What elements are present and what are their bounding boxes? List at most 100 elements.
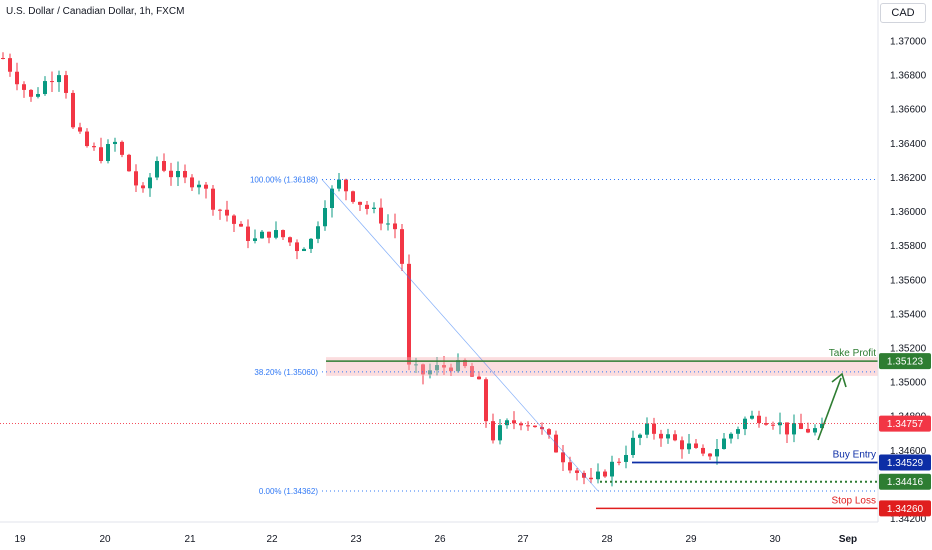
candle-body: [400, 229, 404, 264]
candle: [785, 422, 789, 444]
candle: [218, 208, 222, 220]
candles-layer: [1, 52, 824, 487]
candle: [344, 178, 348, 201]
candle-body: [645, 423, 649, 435]
candle-body: [799, 423, 803, 429]
candle-body: [36, 94, 40, 97]
level-annotation: Buy Entry: [833, 449, 876, 460]
candle-body: [204, 184, 208, 189]
candle: [400, 224, 404, 272]
candle-body: [281, 230, 285, 238]
candle-body: [694, 443, 698, 448]
x-tick-label: 22: [266, 534, 278, 545]
candle: [15, 62, 19, 91]
candle-body: [78, 127, 82, 132]
candle-body: [309, 238, 313, 249]
candle: [813, 424, 817, 436]
candle: [519, 421, 523, 431]
candle: [71, 90, 75, 130]
candle: [421, 363, 425, 385]
y-tick-label: 1.35400: [890, 309, 927, 320]
candle: [176, 161, 180, 186]
candle: [169, 162, 173, 186]
candle-body: [631, 437, 635, 456]
candle: [8, 53, 12, 77]
x-tick-label: 23: [350, 534, 362, 545]
candle: [645, 417, 649, 439]
candle-body: [57, 75, 61, 83]
candle: [575, 468, 579, 481]
candle: [715, 439, 719, 465]
candle: [547, 428, 551, 439]
candle-body: [596, 471, 600, 480]
candle-body: [379, 207, 383, 224]
candle-body: [729, 433, 733, 439]
candle: [540, 422, 544, 435]
candle: [407, 254, 411, 371]
y-tick-label: 1.36400: [890, 139, 927, 150]
candle-body: [288, 237, 292, 243]
candle-body: [680, 440, 684, 450]
candle: [799, 413, 803, 430]
symbol-title: U.S. Dollar / Canadian Dollar, 1h, FXCM: [6, 6, 185, 17]
candle-body: [260, 231, 264, 239]
target-arrow-head: [831, 372, 847, 388]
candle: [22, 81, 26, 98]
candle-body: [211, 188, 215, 210]
candle-body: [470, 366, 474, 377]
candle: [337, 173, 341, 192]
y-tick-label: 1.36800: [890, 71, 927, 82]
candle: [673, 430, 677, 442]
candle: [358, 201, 362, 211]
candle-body: [106, 144, 110, 161]
candle-body: [638, 434, 642, 438]
candle: [449, 363, 453, 376]
level-annotation: Take Profit: [829, 348, 876, 359]
candle: [659, 429, 663, 447]
candle: [141, 182, 145, 193]
candle: [456, 353, 460, 373]
candle-body: [715, 449, 719, 457]
candle: [596, 463, 600, 484]
currency-selector[interactable]: CAD: [880, 3, 926, 23]
candle-body: [624, 455, 628, 462]
candle-body: [512, 420, 516, 424]
candle: [57, 70, 61, 92]
candle: [295, 239, 299, 260]
candle-body: [246, 226, 250, 241]
candle: [148, 172, 152, 197]
candle-body: [337, 179, 341, 189]
y-tick-label: 1.34200: [890, 514, 927, 525]
candle: [708, 453, 712, 461]
candle-body: [477, 376, 481, 380]
candle-body: [85, 131, 89, 147]
candle-body: [274, 230, 278, 238]
candle-body: [526, 425, 530, 427]
candle-body: [736, 429, 740, 434]
candle-body: [792, 423, 796, 435]
candle: [792, 414, 796, 443]
x-tick-label: 28: [601, 534, 613, 545]
candle-body: [50, 81, 54, 83]
candle-body: [169, 170, 173, 178]
candle-body: [491, 421, 495, 441]
y-tick-label: 1.34600: [890, 446, 927, 457]
candle: [260, 230, 264, 239]
candle: [498, 419, 502, 445]
price-tag-buy-entry-text: 1.34529: [887, 458, 924, 469]
candle-body: [708, 453, 712, 457]
target-arrow-shaft: [817, 377, 842, 441]
candle-body: [659, 433, 663, 439]
candle: [771, 421, 775, 430]
candle-body: [29, 89, 33, 97]
candle: [757, 410, 761, 428]
candle: [274, 221, 278, 240]
fib-level-label: 100.00% (1.36188): [250, 175, 318, 184]
candle: [722, 433, 726, 450]
candle: [526, 421, 530, 431]
candle: [638, 433, 642, 446]
candle: [50, 71, 54, 92]
candle-body: [267, 231, 271, 238]
